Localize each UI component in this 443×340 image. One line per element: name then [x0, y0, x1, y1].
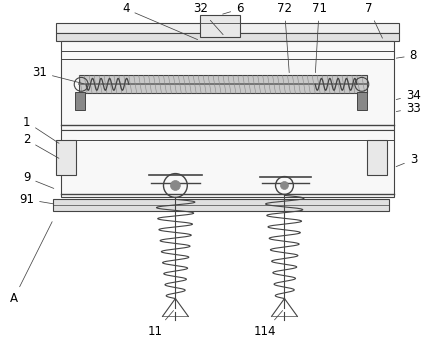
Text: 34: 34 [396, 89, 421, 102]
Bar [61, 130, 393, 198]
Bar [367, 140, 387, 174]
Text: 8: 8 [396, 49, 417, 62]
Bar [61, 41, 393, 130]
Text: 33: 33 [396, 102, 421, 115]
Text: 71: 71 [312, 2, 326, 73]
Text: 72: 72 [277, 2, 292, 73]
Text: 4: 4 [122, 2, 198, 40]
Text: 2: 2 [23, 133, 59, 158]
Text: 7: 7 [365, 2, 382, 38]
Text: 31: 31 [32, 66, 83, 84]
Bar [79, 75, 367, 93]
Text: 32: 32 [193, 2, 223, 35]
Text: A: A [10, 222, 52, 305]
Bar [54, 199, 389, 211]
Bar [56, 33, 399, 41]
Circle shape [280, 182, 288, 189]
Bar [56, 140, 76, 174]
Text: 9: 9 [23, 171, 54, 188]
Bar [56, 23, 399, 33]
Text: 6: 6 [223, 2, 244, 15]
Text: 3: 3 [396, 153, 417, 167]
Circle shape [171, 181, 180, 190]
Text: 114: 114 [253, 310, 283, 338]
Bar [357, 92, 367, 110]
Text: 91: 91 [19, 193, 54, 206]
Text: 1: 1 [23, 116, 59, 143]
Text: 11: 11 [148, 310, 174, 338]
Bar [75, 92, 85, 110]
Bar [200, 15, 240, 37]
